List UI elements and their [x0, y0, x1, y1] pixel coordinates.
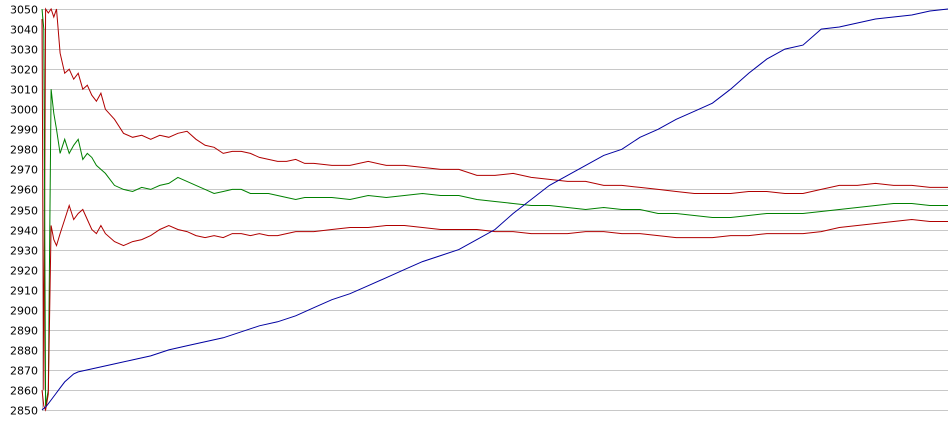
y-tick-label: 3000 — [10, 104, 38, 117]
series-line-lower-band — [41, 203, 948, 412]
y-tick-label: 2910 — [10, 285, 38, 298]
gridlines — [42, 9, 948, 411]
y-tick-label: 3010 — [10, 84, 38, 97]
y-tick-label: 2970 — [10, 164, 38, 177]
y-tick-label: 2950 — [10, 205, 38, 218]
y-tick-label: 2900 — [10, 305, 38, 318]
y-tick-label: 2930 — [10, 245, 38, 258]
y-tick-label: 3030 — [10, 44, 38, 57]
y-tick-label: 2880 — [10, 345, 38, 358]
y-tick-label: 3020 — [10, 64, 38, 77]
y-tick-label: 3040 — [10, 24, 38, 37]
y-tick-label: 2870 — [10, 365, 38, 378]
y-tick-label: 2920 — [10, 265, 38, 278]
series-line-middle-line — [41, 8, 948, 407]
y-tick-label: 3050 — [10, 4, 38, 17]
y-tick-label: 2850 — [10, 405, 38, 418]
y-tick-label: 2980 — [10, 144, 38, 157]
y-tick-label: 2860 — [10, 385, 38, 398]
series-line-upper-band — [41, 7, 948, 390]
y-tick-label: 2890 — [10, 325, 38, 338]
y-axis: 2850 2860 2870 2880 2890 2900 2910 2920 2930 2940… — [10, 4, 43, 418]
y-tick-label: 2960 — [10, 184, 38, 197]
y-tick-label: 2940 — [10, 225, 38, 238]
series-lines — [41, 7, 949, 412]
series-line-rising-line — [41, 8, 949, 411]
y-tick-label: 2990 — [10, 124, 38, 137]
